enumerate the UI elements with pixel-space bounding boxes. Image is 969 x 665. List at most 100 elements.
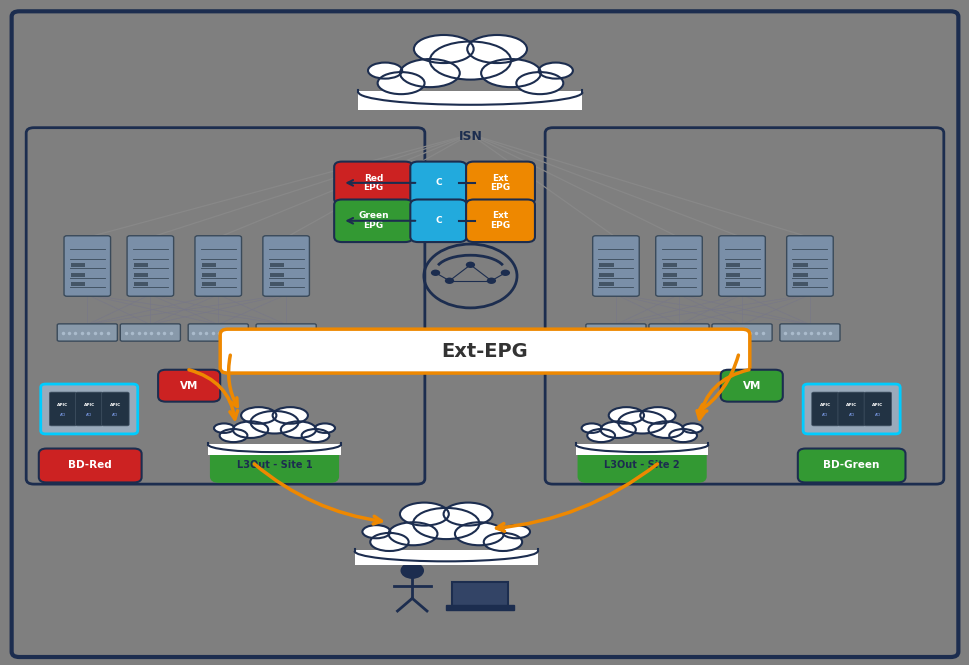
Text: VM: VM <box>742 380 760 391</box>
FancyBboxPatch shape <box>786 236 832 297</box>
Ellipse shape <box>233 422 267 438</box>
Ellipse shape <box>516 72 563 94</box>
Text: APIC: APIC <box>83 403 95 407</box>
FancyBboxPatch shape <box>12 11 957 657</box>
Text: APIC: APIC <box>109 403 121 407</box>
Ellipse shape <box>617 411 666 434</box>
FancyBboxPatch shape <box>134 263 148 267</box>
FancyBboxPatch shape <box>134 273 148 277</box>
FancyBboxPatch shape <box>779 324 839 341</box>
FancyBboxPatch shape <box>576 444 707 455</box>
Ellipse shape <box>219 429 247 442</box>
FancyBboxPatch shape <box>71 263 85 267</box>
Ellipse shape <box>389 522 437 545</box>
FancyArrowPatch shape <box>697 370 748 419</box>
FancyBboxPatch shape <box>465 162 535 204</box>
Text: ACI: ACI <box>874 413 880 417</box>
Ellipse shape <box>682 424 702 433</box>
Ellipse shape <box>481 59 541 87</box>
FancyBboxPatch shape <box>410 162 466 204</box>
FancyBboxPatch shape <box>725 273 739 277</box>
FancyArrowPatch shape <box>496 464 657 531</box>
Ellipse shape <box>640 407 674 424</box>
Text: L3Out - Site 1: L3Out - Site 1 <box>236 460 312 471</box>
FancyBboxPatch shape <box>195 236 241 297</box>
FancyArrowPatch shape <box>254 464 381 524</box>
Ellipse shape <box>414 35 473 63</box>
Ellipse shape <box>301 429 329 442</box>
FancyBboxPatch shape <box>725 282 739 286</box>
Ellipse shape <box>429 41 511 80</box>
FancyBboxPatch shape <box>793 263 807 267</box>
Ellipse shape <box>600 422 636 438</box>
FancyBboxPatch shape <box>662 273 676 277</box>
FancyBboxPatch shape <box>269 273 284 277</box>
Text: ACI: ACI <box>112 413 118 417</box>
Text: ISN: ISN <box>458 130 482 143</box>
FancyArrowPatch shape <box>698 355 737 412</box>
FancyBboxPatch shape <box>210 450 337 481</box>
Ellipse shape <box>648 422 683 438</box>
FancyBboxPatch shape <box>797 449 904 483</box>
Text: Ext
EPG: Ext EPG <box>490 211 510 230</box>
Ellipse shape <box>250 411 298 434</box>
Ellipse shape <box>362 525 390 538</box>
Circle shape <box>465 261 475 268</box>
FancyBboxPatch shape <box>269 263 284 267</box>
FancyBboxPatch shape <box>76 392 103 426</box>
Ellipse shape <box>502 525 529 538</box>
FancyBboxPatch shape <box>711 324 771 341</box>
FancyBboxPatch shape <box>64 236 110 297</box>
Ellipse shape <box>214 424 234 433</box>
FancyBboxPatch shape <box>863 392 891 426</box>
FancyBboxPatch shape <box>57 324 117 341</box>
Ellipse shape <box>280 422 316 438</box>
FancyBboxPatch shape <box>202 273 216 277</box>
Circle shape <box>401 563 422 578</box>
FancyBboxPatch shape <box>220 329 749 373</box>
FancyBboxPatch shape <box>599 273 613 277</box>
FancyBboxPatch shape <box>592 236 639 297</box>
Text: ACI: ACI <box>848 413 854 417</box>
Circle shape <box>486 277 495 284</box>
Ellipse shape <box>669 429 697 442</box>
Text: Green
EPG: Green EPG <box>358 211 389 230</box>
Ellipse shape <box>609 407 643 424</box>
FancyBboxPatch shape <box>333 162 413 204</box>
FancyBboxPatch shape <box>202 263 216 267</box>
FancyBboxPatch shape <box>718 236 765 297</box>
FancyBboxPatch shape <box>208 444 340 455</box>
FancyBboxPatch shape <box>263 236 309 297</box>
FancyBboxPatch shape <box>599 282 613 286</box>
FancyBboxPatch shape <box>127 236 173 297</box>
FancyBboxPatch shape <box>71 282 85 286</box>
FancyBboxPatch shape <box>134 282 148 286</box>
FancyBboxPatch shape <box>811 392 838 426</box>
FancyBboxPatch shape <box>725 263 739 267</box>
FancyBboxPatch shape <box>355 550 537 565</box>
Text: Red
EPG: Red EPG <box>363 174 383 192</box>
Ellipse shape <box>370 533 408 551</box>
Ellipse shape <box>367 63 402 78</box>
FancyBboxPatch shape <box>120 324 180 341</box>
Ellipse shape <box>399 59 459 87</box>
FancyBboxPatch shape <box>578 450 704 481</box>
Ellipse shape <box>467 35 526 63</box>
FancyBboxPatch shape <box>465 200 535 242</box>
FancyBboxPatch shape <box>256 324 316 341</box>
FancyBboxPatch shape <box>720 370 782 402</box>
FancyBboxPatch shape <box>71 273 85 277</box>
Circle shape <box>500 269 510 276</box>
Ellipse shape <box>581 424 601 433</box>
FancyBboxPatch shape <box>837 392 864 426</box>
Circle shape <box>430 269 440 276</box>
Ellipse shape <box>272 407 307 424</box>
Text: VM: VM <box>180 380 198 391</box>
FancyBboxPatch shape <box>452 582 508 607</box>
Ellipse shape <box>399 503 449 525</box>
Text: ACI: ACI <box>822 413 828 417</box>
FancyBboxPatch shape <box>662 282 676 286</box>
Ellipse shape <box>538 63 573 78</box>
FancyBboxPatch shape <box>662 263 676 267</box>
FancyBboxPatch shape <box>648 324 708 341</box>
